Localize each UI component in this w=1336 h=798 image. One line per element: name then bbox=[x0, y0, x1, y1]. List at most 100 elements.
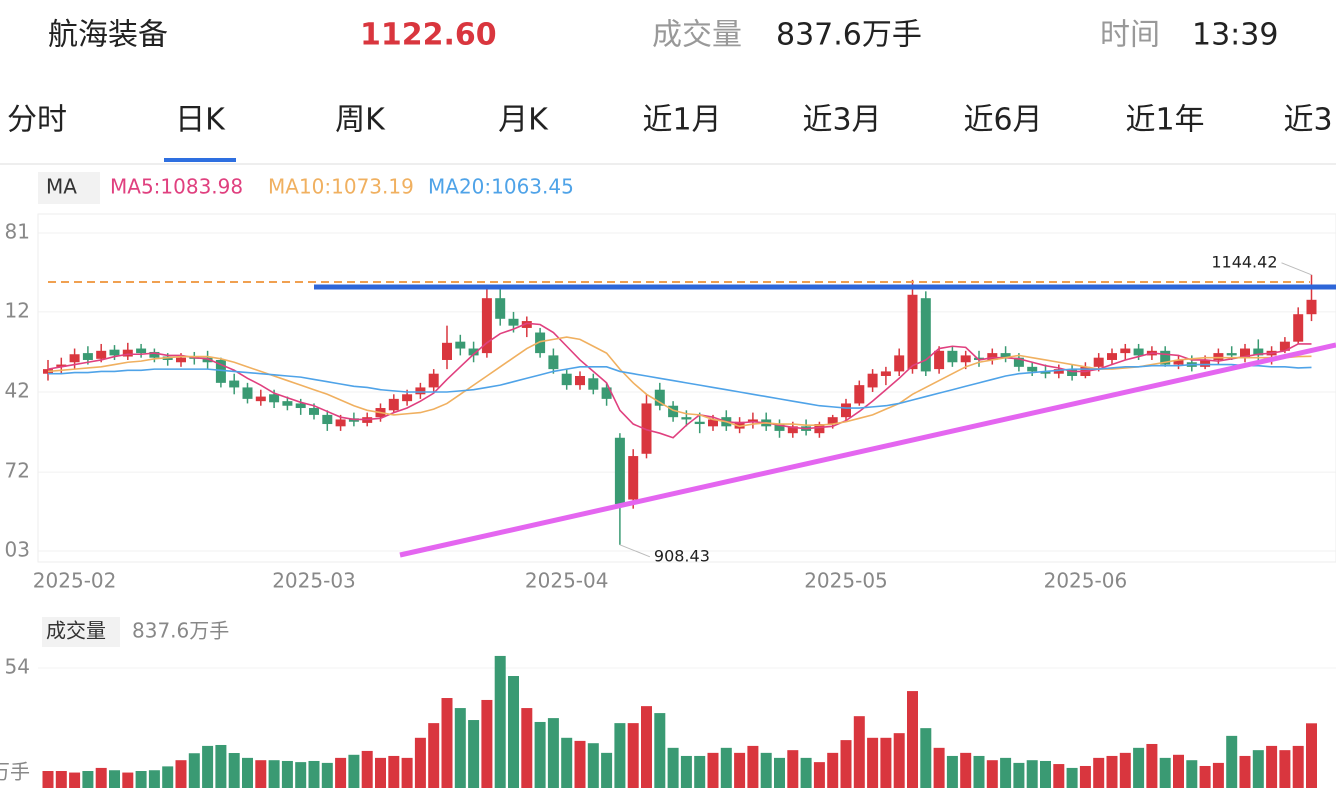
candle-body bbox=[827, 417, 838, 425]
volume-bar bbox=[747, 745, 759, 788]
candle-body bbox=[1200, 359, 1211, 367]
high-label: 1144.42 bbox=[1211, 252, 1277, 271]
candle-body bbox=[481, 298, 492, 354]
stock-name: 航海装备 bbox=[48, 18, 168, 53]
candle-body bbox=[1133, 348, 1144, 356]
volume-bar bbox=[707, 752, 719, 788]
candle-body bbox=[548, 355, 559, 370]
candle-body bbox=[229, 380, 240, 388]
volume-bar bbox=[1000, 757, 1012, 788]
plot-frame bbox=[37, 213, 1336, 563]
tab[interactable]: 近1年 bbox=[1125, 103, 1204, 138]
volume-bar bbox=[135, 771, 147, 788]
ma-line bbox=[47, 322, 1312, 439]
candle-body bbox=[109, 349, 120, 356]
volume-bar bbox=[654, 713, 666, 788]
tab[interactable]: 近6月 bbox=[963, 103, 1042, 138]
y-axis-label: 万手 bbox=[0, 760, 30, 784]
candle-body bbox=[1160, 350, 1171, 365]
candle-body bbox=[122, 349, 133, 357]
volume-bar bbox=[335, 757, 347, 788]
volume-bar bbox=[641, 706, 652, 788]
tab[interactable]: 近1月 bbox=[642, 103, 721, 138]
candle-body bbox=[654, 389, 665, 406]
volume-bar bbox=[1026, 760, 1038, 788]
candle-body bbox=[202, 357, 213, 363]
candle-body bbox=[442, 342, 452, 360]
volume-bar bbox=[960, 752, 972, 788]
y-tick-label: 03 bbox=[5, 538, 30, 562]
volume-bar bbox=[694, 755, 706, 788]
volume-bar bbox=[880, 737, 892, 788]
volume-bar bbox=[1186, 760, 1198, 788]
candle-body bbox=[468, 348, 479, 356]
volume-chart: 54 bbox=[5, 654, 1336, 788]
volume-bar bbox=[1066, 767, 1078, 788]
volume-bar bbox=[95, 767, 107, 788]
legend-title: MA bbox=[46, 175, 77, 199]
candle-body bbox=[322, 414, 333, 425]
candle-body bbox=[1000, 353, 1011, 358]
candle-body bbox=[694, 421, 705, 425]
volume-bar bbox=[907, 691, 918, 788]
candle-body bbox=[96, 350, 107, 359]
y-tick-label: 12 bbox=[5, 298, 30, 322]
candle-body bbox=[947, 350, 958, 363]
volume-bar bbox=[281, 760, 293, 788]
trend-line bbox=[399, 342, 1336, 558]
legend-entry: MA10:1073.19 bbox=[268, 175, 414, 199]
candle-body bbox=[708, 419, 718, 427]
candle-body bbox=[880, 371, 891, 376]
volume-bar bbox=[800, 757, 812, 788]
candle-body bbox=[1120, 348, 1131, 354]
volume-bar bbox=[1146, 743, 1158, 788]
candle-body bbox=[1067, 369, 1078, 376]
volume-bar bbox=[853, 716, 865, 788]
volume-bar bbox=[494, 655, 506, 788]
volume-bar bbox=[973, 755, 985, 788]
candle-body bbox=[960, 355, 971, 363]
candle-body bbox=[867, 373, 878, 388]
legend-box bbox=[38, 172, 100, 204]
volume-bar bbox=[468, 720, 480, 788]
callout-line bbox=[1281, 262, 1312, 276]
volume-bar bbox=[946, 755, 958, 788]
volume-bar bbox=[268, 760, 280, 788]
tab[interactable]: 周K bbox=[335, 103, 386, 138]
y-tick-label: 42 bbox=[5, 379, 30, 403]
volume-bar bbox=[680, 755, 692, 788]
volume-bar bbox=[202, 745, 214, 788]
volume-bar bbox=[215, 744, 227, 788]
volume-bar bbox=[321, 762, 333, 788]
tab[interactable]: 月K bbox=[498, 103, 549, 138]
volume-bar bbox=[720, 747, 732, 788]
volume-bar bbox=[428, 723, 440, 788]
volume-bar bbox=[774, 757, 785, 788]
candle-body bbox=[628, 456, 639, 500]
volume-bar bbox=[1040, 760, 1051, 788]
candle-body bbox=[987, 353, 998, 360]
tab[interactable]: 近3 bbox=[1283, 103, 1332, 138]
candle-body bbox=[508, 318, 519, 326]
candle-body bbox=[734, 421, 745, 429]
tab[interactable]: 分时 bbox=[7, 103, 67, 138]
volume-bar bbox=[1292, 745, 1304, 788]
candle-body bbox=[894, 355, 905, 372]
candle-body bbox=[215, 359, 226, 383]
volume-bar bbox=[787, 750, 799, 788]
tab[interactable]: 日K bbox=[175, 103, 226, 138]
volume-bar bbox=[574, 740, 586, 788]
candle-body bbox=[1093, 357, 1104, 367]
candle-body bbox=[907, 294, 918, 370]
volume-bar bbox=[534, 721, 546, 788]
x-tick-label: 2025-06 bbox=[1044, 569, 1128, 593]
candle-body bbox=[1253, 348, 1264, 356]
candle-body bbox=[668, 405, 679, 418]
ma-line bbox=[48, 363, 1312, 409]
volume-bar bbox=[1212, 762, 1224, 788]
candle-body bbox=[681, 417, 692, 420]
tab[interactable]: 近3月 bbox=[802, 103, 881, 138]
candle-body bbox=[149, 351, 160, 358]
candle-body bbox=[535, 332, 546, 354]
